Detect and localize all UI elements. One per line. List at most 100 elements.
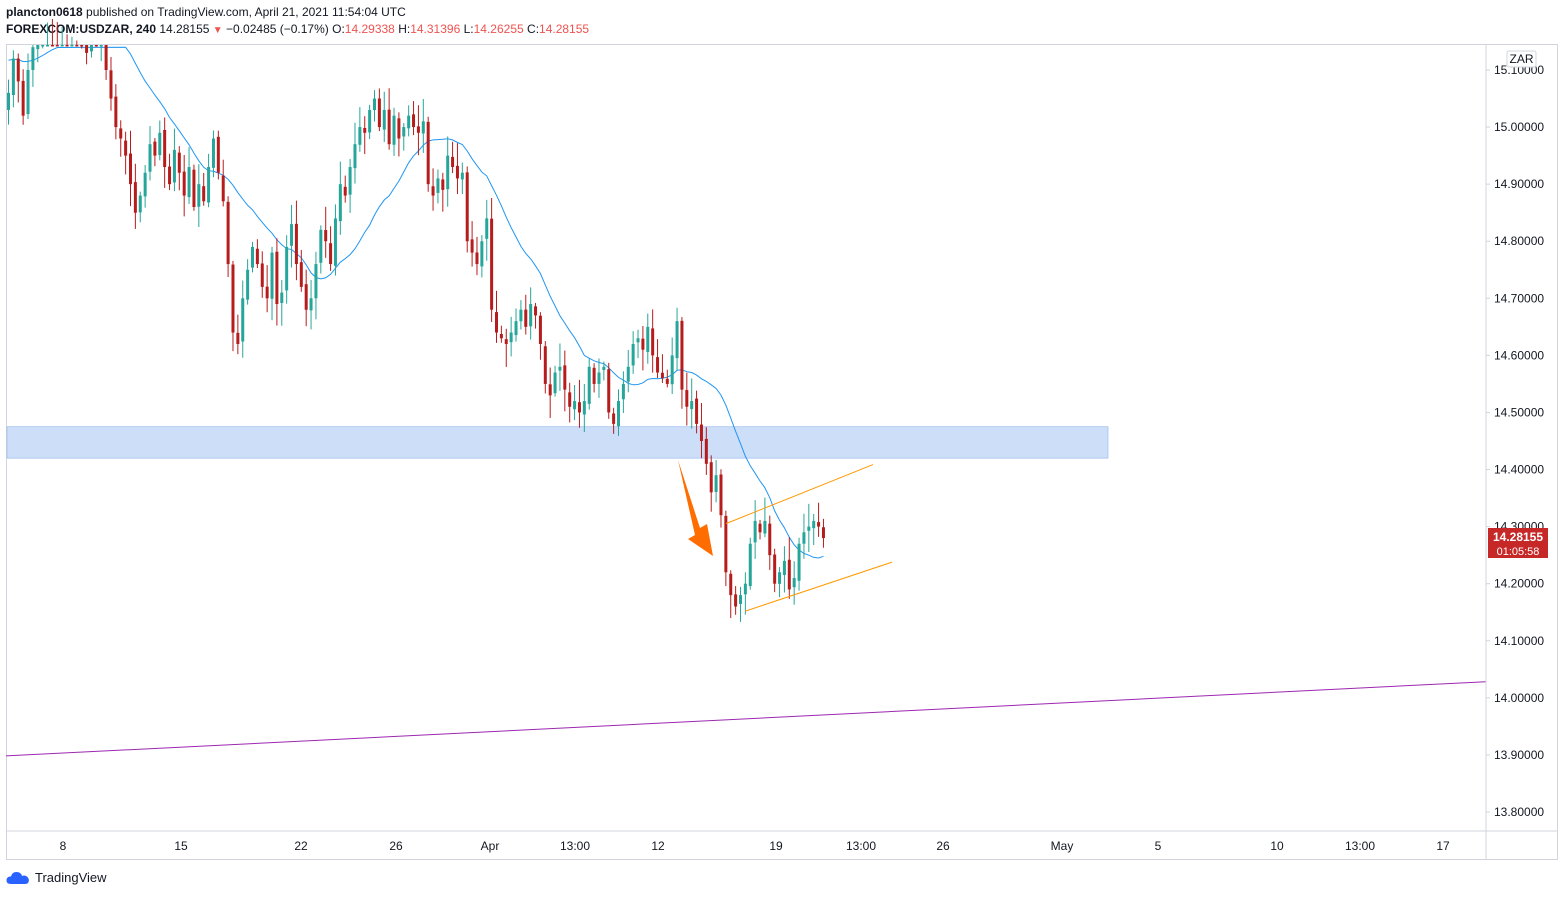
publish-line: plancton0618 published on TradingView.co… (6, 5, 406, 19)
candle-body (41, 45, 45, 47)
candle-body (246, 269, 250, 300)
candle-body (221, 175, 225, 202)
low-label: L: (463, 22, 474, 36)
candle-body (802, 532, 806, 544)
candle-body (626, 366, 630, 382)
author-name[interactable]: plancton0618 (6, 5, 83, 19)
candle-body (699, 424, 703, 441)
candle-body (695, 398, 699, 424)
candle-body (524, 309, 528, 327)
candle-body (177, 152, 181, 173)
candle-body (821, 527, 825, 539)
price-tag-price: 14.28155 (1493, 530, 1543, 544)
candle-body (480, 241, 484, 267)
candle-body (797, 543, 801, 581)
candle-body (89, 45, 93, 52)
candle-body (704, 438, 708, 464)
candle-body (812, 520, 816, 529)
candle-body (431, 186, 435, 196)
candle-body (651, 328, 655, 356)
candle-body (499, 333, 503, 339)
open-label: O: (332, 22, 345, 36)
x-tick-label: 13:00 (1345, 839, 1375, 853)
candle-body (607, 369, 611, 413)
currency-badge: ZAR (1510, 52, 1534, 66)
price-tag-countdown: 01:05:58 (1497, 546, 1540, 558)
tradingview-logo[interactable]: TradingView (6, 870, 107, 885)
candle-body (543, 346, 547, 384)
candle-body (553, 372, 557, 394)
y-tick-label: 15.00000 (1494, 120, 1544, 134)
candle-body (70, 45, 74, 47)
candle-body (363, 127, 367, 133)
candle-body (397, 118, 401, 139)
candle-body (792, 577, 796, 588)
candle-body (338, 184, 342, 222)
candle-body (538, 315, 542, 344)
candle-body (290, 224, 294, 246)
symbol-label[interactable]: FOREXCOM:USDZAR, 240 (6, 22, 157, 36)
candle-body (548, 384, 552, 396)
candle-body (436, 178, 440, 193)
candle-body (143, 172, 147, 197)
candle-body (50, 45, 54, 47)
candle-body (514, 321, 518, 336)
candle-body (236, 332, 240, 344)
x-tick-label: 12 (651, 839, 665, 853)
candle-body (299, 262, 303, 287)
candle-body (343, 186, 347, 196)
x-tick-label: 17 (1436, 839, 1450, 853)
y-tick-label: 14.00000 (1494, 691, 1544, 705)
candle-body (80, 45, 84, 47)
candle-body (377, 98, 381, 128)
down-arrow-icon[interactable] (678, 460, 713, 556)
candle-body (241, 298, 245, 342)
candle-body (216, 136, 220, 173)
x-tick-label: Apr (481, 839, 500, 853)
support-zone[interactable] (6, 426, 1109, 459)
channel-lower-line[interactable] (744, 561, 893, 612)
y-tick-label: 14.50000 (1494, 405, 1544, 419)
candle-body (416, 126, 420, 133)
ohlc-legend: FOREXCOM:USDZAR, 240 14.28155 ▼ −0.02485… (6, 22, 589, 36)
candle-body (104, 45, 108, 70)
candle-body (587, 366, 591, 404)
candle-body (187, 167, 191, 198)
candle-body (148, 144, 152, 172)
x-tick-label: 22 (294, 839, 308, 853)
candle-body (153, 141, 157, 156)
channel-upper-line[interactable] (725, 464, 874, 525)
candle-body (314, 264, 318, 299)
candle-body (758, 523, 762, 533)
chart-frame (6, 44, 1558, 860)
open-value: 14.29338 (344, 22, 395, 36)
candle-body (675, 321, 679, 359)
candle-body (724, 515, 728, 573)
candle-body (612, 413, 616, 424)
candle-body (509, 332, 513, 343)
x-tick-label: May (1051, 839, 1074, 853)
currency-badge-box[interactable] (1506, 50, 1537, 68)
candle-body (85, 45, 89, 53)
trendline[interactable] (5, 681, 1487, 757)
candle-body (558, 366, 562, 371)
candle-body (270, 252, 274, 299)
candle-body (680, 320, 684, 390)
candle-body (534, 306, 538, 316)
candle-body (490, 218, 494, 310)
candle-body (119, 128, 123, 139)
candle-body (660, 372, 664, 379)
candle-body (114, 96, 118, 128)
candle-body (441, 179, 445, 190)
candle-body (202, 186, 206, 202)
candle-body (260, 263, 264, 287)
last-price: 14.28155 (159, 22, 210, 36)
candle-body (94, 45, 98, 47)
candle-body (753, 520, 757, 543)
candle-body (333, 218, 337, 266)
candle-body (192, 169, 196, 207)
y-tick-label: 13.90000 (1494, 748, 1544, 762)
candle-body (778, 572, 782, 584)
candle-body (75, 45, 79, 47)
